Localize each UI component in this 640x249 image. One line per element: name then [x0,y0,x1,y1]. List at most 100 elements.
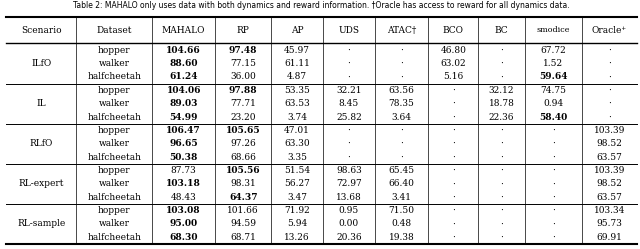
Text: 95.73: 95.73 [596,219,623,229]
Text: 69.91: 69.91 [596,233,623,242]
Text: 103.08: 103.08 [166,206,201,215]
Text: 58.40: 58.40 [540,113,568,122]
Text: 8.45: 8.45 [339,99,359,108]
Text: 53.35: 53.35 [284,86,310,95]
Text: 68.30: 68.30 [170,233,198,242]
Text: ·: · [452,139,455,148]
Text: 72.97: 72.97 [336,179,362,188]
Text: 98.52: 98.52 [596,139,623,148]
Text: ·: · [452,86,455,95]
Text: RL-sample: RL-sample [17,219,65,229]
Text: ILfO: ILfO [31,59,52,68]
Text: 18.78: 18.78 [489,99,515,108]
Text: 64.37: 64.37 [229,193,257,202]
Text: hopper: hopper [98,46,131,55]
Text: 63.02: 63.02 [440,59,466,68]
Text: walker: walker [99,219,130,229]
Text: ·: · [608,72,611,81]
Text: 63.57: 63.57 [596,153,623,162]
Text: ·: · [552,206,555,215]
Text: 97.26: 97.26 [230,139,256,148]
Text: ·: · [608,99,611,108]
Text: ·: · [500,206,503,215]
Text: ·: · [608,86,611,95]
Text: 68.66: 68.66 [230,153,256,162]
Text: ·: · [452,179,455,188]
Text: 97.48: 97.48 [229,46,257,55]
Text: ·: · [552,179,555,188]
Text: Dataset: Dataset [97,26,132,35]
Text: ·: · [552,153,555,162]
Text: 59.64: 59.64 [539,72,568,81]
Text: 25.82: 25.82 [336,113,362,122]
Text: IL: IL [36,99,46,108]
Text: ·: · [400,153,403,162]
Text: 19.38: 19.38 [388,233,414,242]
Text: ·: · [608,59,611,68]
Text: ·: · [348,139,350,148]
Text: halfcheetah: halfcheetah [87,113,141,122]
Text: ·: · [552,219,555,229]
Text: 63.57: 63.57 [596,193,623,202]
Text: 13.68: 13.68 [336,193,362,202]
Text: 71.92: 71.92 [284,206,310,215]
Text: ·: · [348,153,350,162]
Text: 103.18: 103.18 [166,179,201,188]
Text: 77.71: 77.71 [230,99,256,108]
Text: 89.03: 89.03 [170,99,198,108]
Text: walker: walker [99,99,130,108]
Text: 20.36: 20.36 [336,233,362,242]
Text: 103.39: 103.39 [594,166,625,175]
Text: 3.74: 3.74 [287,113,307,122]
Text: ·: · [500,166,503,175]
Text: walker: walker [99,179,130,188]
Text: 50.38: 50.38 [170,153,198,162]
Text: 0.94: 0.94 [543,99,563,108]
Text: RP: RP [237,26,250,35]
Text: smodice: smodice [537,26,570,34]
Text: 22.36: 22.36 [489,113,515,122]
Text: 3.41: 3.41 [392,193,412,202]
Text: ·: · [500,59,503,68]
Text: ·: · [500,139,503,148]
Text: 3.64: 3.64 [392,113,412,122]
Text: 63.56: 63.56 [388,86,414,95]
Text: 98.52: 98.52 [596,179,623,188]
Text: ·: · [500,153,503,162]
Text: ·: · [608,113,611,122]
Text: Scenario: Scenario [21,26,61,35]
Text: 47.01: 47.01 [284,126,310,135]
Text: 63.30: 63.30 [284,139,310,148]
Text: hopper: hopper [98,166,131,175]
Text: 95.00: 95.00 [170,219,198,229]
Text: 105.65: 105.65 [226,126,260,135]
Text: ·: · [452,126,455,135]
Text: 5.94: 5.94 [287,219,307,229]
Text: 101.66: 101.66 [227,206,259,215]
Text: 65.45: 65.45 [388,166,415,175]
Text: ·: · [400,46,403,55]
Text: ·: · [500,126,503,135]
Text: 51.54: 51.54 [284,166,310,175]
Text: ·: · [552,139,555,148]
Text: ·: · [400,72,403,81]
Text: ·: · [452,99,455,108]
Text: 66.40: 66.40 [388,179,414,188]
Text: 68.71: 68.71 [230,233,256,242]
Text: 104.66: 104.66 [166,46,201,55]
Text: 106.47: 106.47 [166,126,201,135]
Text: ·: · [452,153,455,162]
Text: 3.47: 3.47 [287,193,307,202]
Text: ·: · [552,166,555,175]
Text: 97.88: 97.88 [229,86,257,95]
Text: ·: · [452,193,455,202]
Text: 103.34: 103.34 [594,206,625,215]
Text: ·: · [500,46,503,55]
Text: BC: BC [495,26,508,35]
Text: ·: · [552,126,555,135]
Text: ·: · [500,72,503,81]
Text: 98.31: 98.31 [230,179,256,188]
Text: 71.50: 71.50 [388,206,415,215]
Text: ·: · [452,219,455,229]
Text: ·: · [552,233,555,242]
